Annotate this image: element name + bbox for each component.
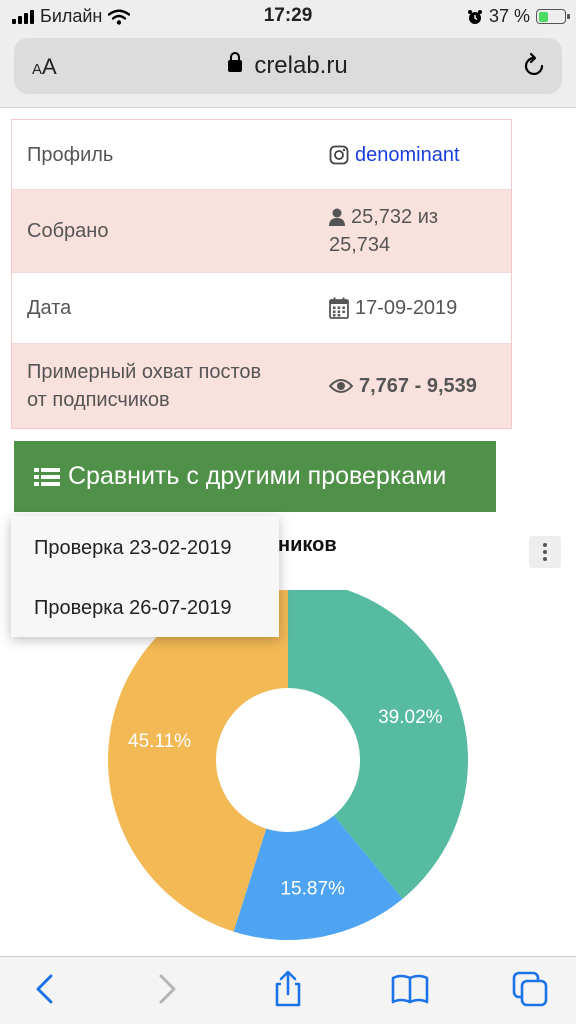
menu-dot bbox=[543, 557, 547, 561]
compare-button[interactable]: Сравнить с другими проверками bbox=[14, 441, 496, 512]
compare-dropdown: Проверка 23-02-2019 Проверка 26-07-2019 bbox=[11, 516, 279, 637]
browser-address-area: AA crelab.ru bbox=[0, 32, 576, 108]
profile-link[interactable]: denominant bbox=[355, 143, 460, 166]
stats-row-profile: Профиль denominant bbox=[12, 120, 511, 190]
stats-row-reach: Примерный охват постов от подписчиков 7,… bbox=[12, 344, 511, 428]
signal-icon bbox=[12, 9, 34, 24]
stats-row-date: Дата 17-09-2019 bbox=[12, 273, 511, 344]
alarm-icon bbox=[467, 9, 482, 24]
collected-label: Собрано bbox=[27, 220, 109, 242]
reach-value: 7,767 - 9,539 bbox=[329, 372, 511, 400]
donut-slice[interactable] bbox=[288, 590, 468, 899]
url-text: crelab.ru bbox=[254, 52, 348, 79]
eye-icon bbox=[329, 379, 353, 393]
user-icon bbox=[329, 208, 345, 226]
menu-dot bbox=[543, 550, 547, 554]
collected-value: 25,732 из 25,734 bbox=[329, 203, 511, 259]
reach-text: 7,767 - 9,539 bbox=[359, 375, 477, 397]
reach-label-line1: Примерный охват постов bbox=[27, 361, 262, 383]
battery-fill bbox=[538, 11, 548, 22]
dropdown-item-check-1[interactable]: Проверка 23-02-2019 bbox=[34, 537, 232, 559]
reach-label-line2: от подписчиков bbox=[27, 389, 170, 411]
forward-icon[interactable] bbox=[146, 969, 186, 1009]
battery-icon bbox=[536, 9, 570, 24]
menu-dot bbox=[543, 543, 547, 547]
wifi-icon bbox=[108, 9, 131, 25]
text-size-large: A bbox=[42, 54, 57, 79]
dropdown-item-check-2[interactable]: Проверка 26-07-2019 bbox=[34, 597, 232, 619]
reload-icon[interactable] bbox=[520, 52, 548, 80]
reach-label: Примерный охват постов от подписчиков bbox=[12, 358, 329, 414]
collected-line2: 25,734 bbox=[329, 234, 391, 256]
bookmarks-icon[interactable] bbox=[390, 969, 430, 1009]
battery-percent: 37 % bbox=[488, 6, 530, 26]
date-label: Дата bbox=[27, 297, 72, 319]
donut-chart: 39.02% 15.87% 45.11% bbox=[108, 590, 468, 940]
stats-row-collected: Собрано 25,732 из 25,734 bbox=[12, 190, 511, 273]
share-icon[interactable] bbox=[268, 969, 308, 1009]
profile-label: Профиль bbox=[27, 143, 114, 166]
list-icon bbox=[34, 467, 60, 486]
compare-button-label: Сравнить с другими проверками bbox=[68, 462, 447, 490]
chart-title: ников bbox=[278, 534, 337, 556]
status-right: 37 % bbox=[467, 6, 570, 27]
donut-slice-label: 39.02% bbox=[378, 707, 443, 728]
status-left: Билайн bbox=[12, 6, 131, 27]
status-bar: Билайн 17:29 37 % bbox=[0, 0, 576, 32]
tabs-icon[interactable] bbox=[510, 969, 550, 1009]
profile-value: denominant bbox=[329, 141, 511, 169]
donut-slice-label: 45.11% bbox=[128, 731, 191, 752]
instagram-icon bbox=[329, 145, 349, 164]
chart-menu-button[interactable] bbox=[529, 536, 561, 568]
donut-slice[interactable] bbox=[233, 815, 403, 940]
url-display[interactable]: crelab.ru bbox=[14, 52, 562, 80]
back-icon[interactable] bbox=[26, 969, 66, 1009]
carrier-name: Билайн bbox=[40, 6, 103, 26]
donut-slice[interactable] bbox=[108, 590, 288, 932]
donut-slice-label: 15.87% bbox=[280, 879, 345, 900]
date-text: 17-09-2019 bbox=[355, 297, 458, 319]
text-size-small: A bbox=[32, 61, 43, 78]
browser-toolbar bbox=[0, 956, 576, 1024]
calendar-icon bbox=[329, 297, 349, 319]
stats-table: Профиль denominant Собрано 25,732 из 25,… bbox=[11, 119, 512, 429]
date-value: 17-09-2019 bbox=[329, 294, 511, 322]
lock-icon bbox=[228, 52, 243, 72]
address-bar[interactable]: AA crelab.ru bbox=[14, 38, 562, 94]
clock: 17:29 bbox=[263, 5, 313, 26]
text-size-button[interactable]: AA bbox=[32, 54, 57, 80]
collected-line1: 25,732 из bbox=[351, 206, 439, 228]
